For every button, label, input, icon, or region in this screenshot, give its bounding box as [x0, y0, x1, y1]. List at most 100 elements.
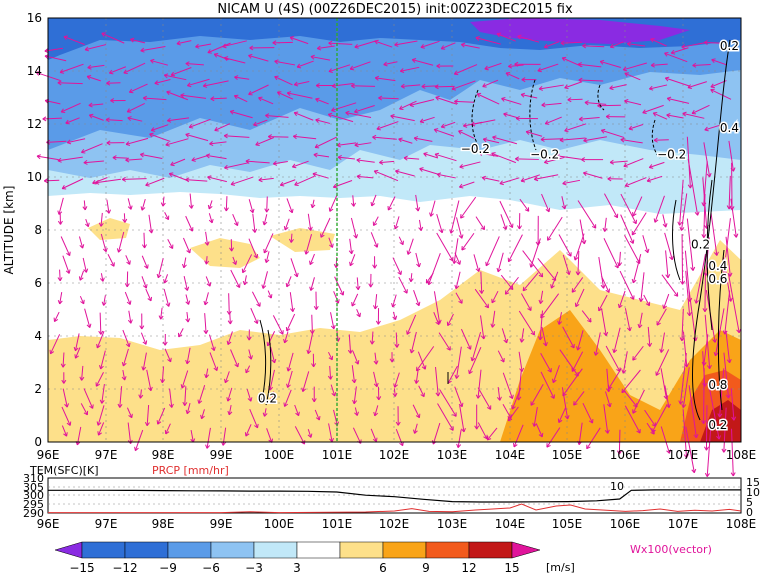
wind-vector-head [312, 172, 317, 175]
wind-vector-head [609, 159, 614, 163]
wind-vector-head [509, 395, 513, 400]
wind-vector-head [449, 428, 454, 431]
wind-vector-head [265, 115, 269, 119]
wind-vector-head [163, 279, 165, 284]
wind-vector [284, 389, 292, 407]
wind-vector-head [248, 53, 253, 56]
wind-vector [75, 347, 81, 359]
wind-vector-head [264, 208, 268, 213]
contour-labels: 0.20.4−0.2 −0.2 −0.20.20.40.60.20.80.2 [256, 37, 740, 433]
wind-vector-head [373, 305, 376, 310]
x-tick-label: 96E [37, 448, 60, 462]
wind-vector-head [328, 42, 333, 46]
wind-vector [302, 371, 310, 392]
wind-vector [60, 236, 71, 256]
wind-vector-head [207, 241, 210, 246]
wind-vector-head [527, 308, 532, 311]
wind-vector-head [83, 159, 88, 164]
wind-vector [289, 36, 309, 45]
wind-vector [439, 389, 457, 417]
wind-vector-head [632, 279, 637, 284]
wind-vector-head [167, 120, 172, 123]
wind-vector-head [183, 264, 187, 269]
wind-vector-head [668, 403, 671, 408]
wind-vector [307, 429, 312, 438]
wind-vector-head [246, 336, 250, 341]
wind-vector [497, 350, 505, 363]
wind-vector-head [392, 316, 396, 321]
wind-vector [435, 96, 458, 105]
wind-vector [65, 117, 80, 124]
wind-vector-head [537, 67, 541, 72]
left-tick-label: 310 [23, 472, 44, 485]
wind-vector-head [167, 117, 171, 122]
x-tick-label: 106E [610, 448, 641, 462]
wind-vector-head [716, 251, 719, 256]
wind-vector-head [309, 260, 311, 265]
wind-vector-head [256, 319, 259, 324]
wind-vector-head [729, 272, 733, 277]
wind-vector-head [165, 144, 170, 147]
colorbar-unit: [m/s] [546, 561, 575, 574]
wind-vector [433, 311, 440, 325]
wind-vector-head [121, 179, 126, 182]
wind-vector-head [254, 425, 258, 429]
wind-vector [214, 123, 230, 131]
wind-vector-head [87, 64, 92, 69]
wind-vector-head [701, 420, 704, 425]
wind-vector [205, 231, 209, 246]
wind-vector [354, 142, 372, 146]
wind-vector [143, 232, 146, 249]
wind-vector [455, 346, 462, 379]
wind-vector-head [581, 159, 586, 163]
wind-vector [146, 404, 150, 426]
wind-vector-head [624, 100, 628, 104]
wind-vector-head [106, 209, 110, 214]
x-tick-label: 102E [379, 517, 410, 531]
wind-vector-head [520, 177, 525, 182]
wind-vector [250, 307, 258, 324]
wind-vector-head [258, 179, 263, 183]
wind-vector-head [420, 394, 425, 398]
wind-vector-head [84, 49, 90, 52]
wind-vector [414, 137, 433, 142]
wind-vector-head [370, 201, 373, 207]
wind-vector-head [731, 206, 735, 211]
wind-vector-head [669, 449, 671, 454]
wind-vector-head [538, 88, 543, 91]
wind-vector-head [597, 105, 602, 109]
wind-vector-head [370, 283, 374, 288]
wind-vector [540, 352, 552, 373]
wind-vector [351, 293, 359, 307]
wind-vector-head [248, 90, 252, 95]
wind-vector-head [650, 38, 654, 43]
wind-vector [522, 272, 539, 292]
wind-vector-head [628, 125, 633, 130]
wind-vector-head [622, 369, 627, 374]
wind-vector [642, 104, 664, 114]
wind-vector-head [79, 277, 84, 281]
contour-label: −0.2 [461, 142, 490, 156]
wind-vector-head [86, 76, 91, 80]
wind-vector-head [578, 79, 583, 83]
wind-vector-head [356, 174, 361, 177]
wind-vector-head [61, 379, 65, 384]
wind-vector [141, 255, 149, 269]
y-tick-label: 6 [34, 276, 42, 290]
wind-vector [189, 193, 193, 209]
wind-vector-head [207, 175, 212, 178]
wind-vector-head [482, 138, 487, 143]
wind-vector-head [204, 301, 209, 306]
wind-vector-head [291, 208, 294, 213]
wind-vector [558, 312, 563, 325]
x-axis-bottom: 96E 97E 98E 99E 100E 101E 102E 103E 104E… [37, 517, 757, 531]
wind-vector-head [202, 83, 207, 87]
wind-vector [518, 351, 523, 372]
wind-vector [62, 388, 68, 408]
wind-vector-head [119, 404, 123, 408]
wind-vector [581, 310, 592, 323]
wind-vector-head [331, 437, 334, 443]
wind-vector-head [210, 96, 215, 100]
wind-vector [143, 97, 167, 101]
wind-vector [57, 82, 83, 85]
